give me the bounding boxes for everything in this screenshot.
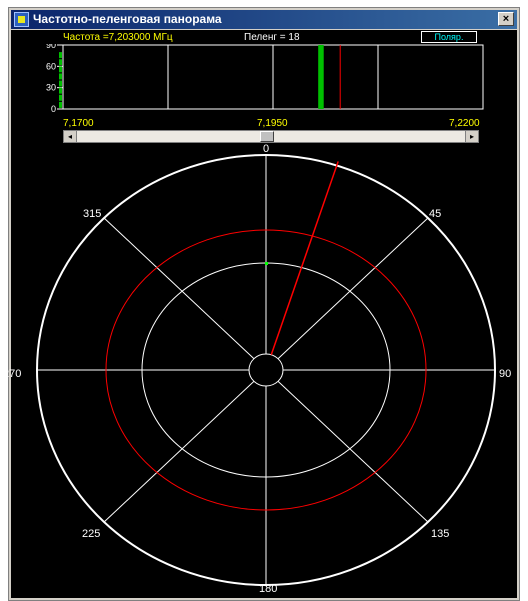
spectrum-plot[interactable]: 90 60 30 0 xyxy=(11,44,517,118)
degree-label-225: 225 xyxy=(82,528,101,540)
degree-label-90: 90 xyxy=(499,368,512,380)
degree-label-180: 180 xyxy=(259,583,278,595)
level-indicator xyxy=(59,94,62,101)
polar-mode-button[interactable]: Поляр. xyxy=(421,31,477,43)
freq-min-label: 7,1700 xyxy=(63,118,94,129)
bearing-line xyxy=(270,161,339,356)
signal-bar xyxy=(318,45,322,109)
title-bar[interactable]: Частотно-пеленговая панорама × xyxy=(11,10,517,29)
level-indicator xyxy=(59,59,62,66)
polar-outer-ring xyxy=(36,154,496,586)
y-tick-label: 30 xyxy=(46,83,56,93)
polar-middle-ring xyxy=(105,229,427,511)
freq-mid-label: 7,1950 xyxy=(257,118,288,129)
freq-max-label: 7,2200 xyxy=(449,118,480,129)
degree-label-270: 270 xyxy=(3,368,22,380)
app-icon xyxy=(14,12,29,27)
degree-label-0: 0 xyxy=(263,143,270,155)
level-indicator xyxy=(59,66,62,73)
frequency-readout: Частота =7,203000 МГц xyxy=(63,32,173,43)
scroll-right-arrow-icon[interactable]: ▸ xyxy=(465,131,478,142)
bearing-point xyxy=(265,262,268,265)
level-indicator xyxy=(59,87,62,94)
level-indicator xyxy=(59,80,62,87)
bearing-readout: Пеленг = 18 xyxy=(244,32,300,43)
scroll-thumb[interactable] xyxy=(260,131,274,142)
level-indicator xyxy=(59,52,62,59)
polar-bearing-plot[interactable] xyxy=(11,144,517,598)
window-title: Частотно-пеленговая панорама xyxy=(33,12,222,26)
level-indicator xyxy=(59,101,62,108)
y-tick-label: 60 xyxy=(46,61,56,71)
scroll-left-arrow-icon[interactable]: ◂ xyxy=(64,131,77,142)
y-tick-label: 0 xyxy=(51,104,56,114)
degree-label-135: 135 xyxy=(431,528,450,540)
y-tick-label: 90 xyxy=(46,44,56,50)
degree-label-45: 45 xyxy=(429,208,442,220)
signal-bar xyxy=(320,45,324,109)
polar-center-circle xyxy=(248,353,284,387)
spectrum-bearing-window: Частотно-пеленговая панорама × Частота =… xyxy=(3,7,520,601)
close-button[interactable]: × xyxy=(498,12,514,26)
level-indicator xyxy=(59,73,62,80)
degree-label-315: 315 xyxy=(83,208,102,220)
frequency-scrollbar[interactable]: ◂ ▸ xyxy=(63,130,479,143)
panorama-display: Частота =7,203000 МГц Пеленг = 18 Поляр.… xyxy=(3,30,517,598)
